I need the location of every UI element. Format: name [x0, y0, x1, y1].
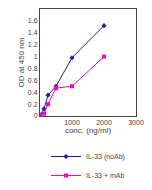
svg-text:0: 0	[34, 112, 38, 119]
svg-text:OD at 450 nm: OD at 450 nm	[17, 37, 26, 87]
svg-text:1: 1	[34, 53, 38, 60]
svg-text:0.8: 0.8	[28, 65, 38, 72]
svg-text:0.6: 0.6	[28, 77, 38, 84]
svg-text:0.4: 0.4	[28, 89, 38, 96]
svg-text:2000: 2000	[96, 119, 112, 126]
svg-text:IL-33 + mAb: IL-33 + mAb	[86, 172, 124, 179]
svg-text:conc. (ng/ml): conc. (ng/ml)	[65, 126, 112, 135]
svg-text:1.6: 1.6	[28, 17, 38, 24]
svg-text:1.2: 1.2	[28, 41, 38, 48]
svg-text:1000: 1000	[64, 119, 80, 126]
svg-text:3000: 3000	[128, 119, 144, 126]
svg-text:0.2: 0.2	[28, 101, 38, 108]
svg-text:1.4: 1.4	[28, 29, 38, 36]
svg-text:IL-33 (noAb): IL-33 (noAb)	[86, 153, 125, 161]
